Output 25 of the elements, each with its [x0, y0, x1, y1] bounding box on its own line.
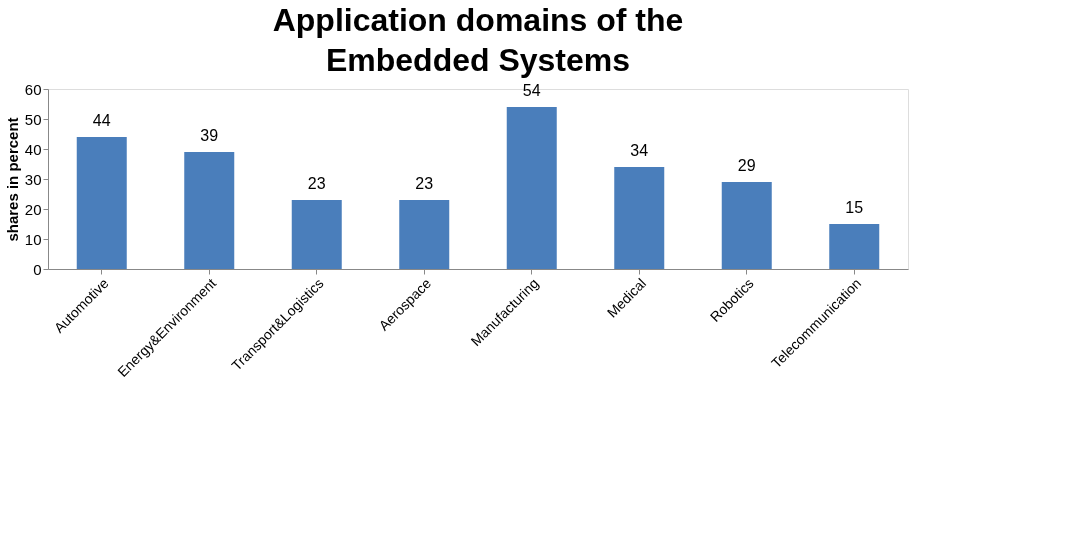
bar	[506, 107, 557, 269]
data-label: 29	[737, 157, 756, 174]
data-label: 23	[415, 175, 434, 192]
data-label: 34	[630, 142, 649, 159]
bar	[184, 152, 235, 269]
bar	[721, 182, 772, 269]
data-label: 23	[307, 175, 326, 192]
y-tick-label: 50	[24, 110, 42, 128]
y-tick-label: 30	[24, 170, 42, 188]
y-tick-label: 60	[24, 80, 42, 98]
bar	[614, 167, 665, 269]
data-label: 54	[522, 82, 541, 99]
y-tick-label: 0	[33, 260, 42, 278]
y-tick-label: 40	[24, 140, 42, 158]
bar	[76, 137, 127, 269]
y-axis-title: shares in percent	[3, 117, 21, 242]
y-tick-label: 20	[24, 200, 42, 218]
bar	[291, 200, 342, 269]
data-label: 15	[845, 199, 864, 216]
bar	[829, 224, 880, 269]
bar	[399, 200, 450, 269]
y-tick-label: 10	[24, 230, 42, 248]
chart-title: Application domains of the Embedded Systems	[272, 2, 684, 78]
data-label: 39	[200, 127, 219, 144]
data-label: 44	[92, 112, 111, 129]
